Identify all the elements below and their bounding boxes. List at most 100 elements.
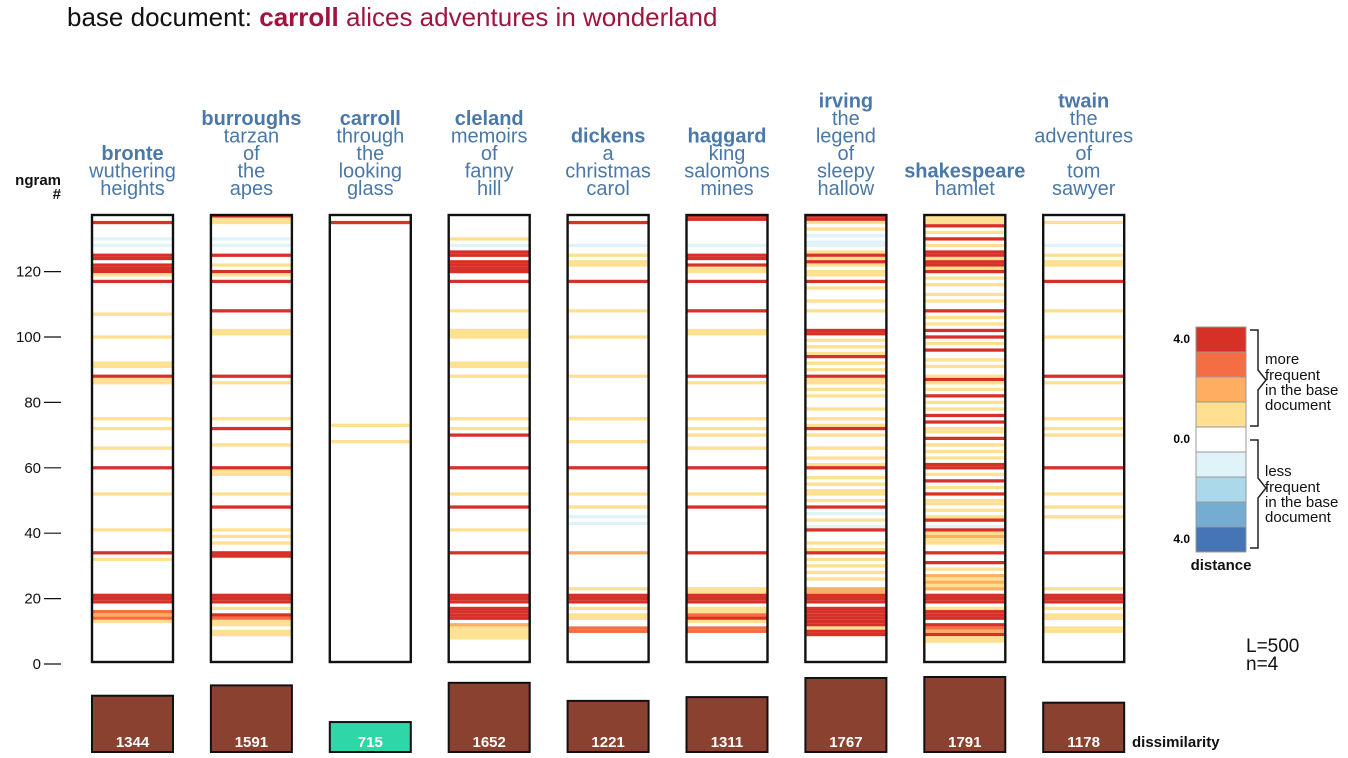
- param-n: n=4: [1246, 654, 1279, 675]
- column-title-line: sawyer: [1052, 178, 1116, 200]
- ngram-cell: [568, 613, 648, 617]
- ngram-cell: [806, 374, 886, 378]
- ngram-cell: [806, 433, 886, 437]
- legend-swatch: [1195, 326, 1247, 353]
- ngram-cell: [806, 227, 886, 231]
- y-tick-label: 100: [16, 329, 41, 346]
- ngram-cell: [687, 587, 767, 591]
- legend-more-text-1: frequent: [1265, 367, 1321, 384]
- ngram-cell: [211, 541, 291, 545]
- ngram-cell: [1044, 515, 1124, 519]
- ngram-cell: [449, 596, 529, 601]
- ngram-cell: [687, 616, 767, 620]
- column-title-line: adventures: [1034, 126, 1133, 148]
- column-title-line: tom: [1067, 161, 1100, 183]
- ngram-cell: [211, 443, 291, 447]
- ngram-cell: [925, 583, 1005, 588]
- ngram-cell: [211, 374, 291, 378]
- column-frame: [685, 213, 769, 664]
- ngram-cell: [806, 286, 886, 290]
- ngram-cell: [687, 626, 767, 630]
- ngram-cell: [925, 220, 1005, 225]
- column-author: carroll: [340, 108, 401, 130]
- ngram-cell: [925, 518, 1005, 522]
- ngram-cell: [925, 263, 1005, 267]
- ngram-cell: [93, 220, 172, 225]
- column-title-line: legend: [816, 126, 876, 148]
- legend-less-text-2: in the base: [1265, 494, 1338, 511]
- ngram-cell: [449, 364, 529, 369]
- ngram-cell: [687, 551, 767, 555]
- ngram-cell: [806, 462, 886, 467]
- ngram-cell: [211, 263, 291, 267]
- legend-swatch: [1195, 351, 1247, 378]
- column-frame: [447, 213, 531, 664]
- ngram-cell: [449, 610, 529, 614]
- ngram-cell: [806, 606, 886, 611]
- column-title-line: fanny: [465, 161, 514, 183]
- column-title-line: hallow: [818, 178, 875, 200]
- dissimilarity-bar: [209, 684, 293, 753]
- ngram-cell: [568, 492, 648, 496]
- ngram-cell: [687, 505, 767, 509]
- ngram-cell: [568, 505, 648, 509]
- ngram-cell: [211, 220, 291, 225]
- ngram-cell: [211, 505, 291, 509]
- legend-title: distance: [1191, 557, 1252, 574]
- ngram-cell: [449, 616, 529, 620]
- ngram-cell: [687, 217, 767, 221]
- column-title-line: christmas: [565, 161, 651, 183]
- ngram-cell: [806, 253, 886, 257]
- y-axis-label-hash: #: [53, 186, 62, 203]
- ngram-cell: [93, 426, 172, 431]
- dissimilarity-value: 1767: [829, 734, 862, 751]
- column-author: bronte: [101, 143, 163, 165]
- ngram-cell: [925, 243, 1005, 248]
- ngram-cell: [568, 593, 648, 597]
- ngram-cell: [925, 462, 1005, 467]
- ngram-cell: [93, 557, 172, 561]
- ngram-cell: [806, 489, 886, 493]
- param-L: L=500: [1246, 636, 1299, 657]
- column-author: dickens: [571, 126, 645, 148]
- column-title-line: of: [1075, 143, 1092, 165]
- ngram-cell: [449, 528, 529, 532]
- ngram-cell: [1044, 613, 1124, 617]
- ngram-cell: [806, 590, 886, 594]
- ngram-cell: [925, 358, 1005, 362]
- legend-swatch: [1195, 526, 1247, 553]
- ngram-cell: [568, 629, 648, 633]
- ngram-cell: [449, 237, 529, 241]
- dissimilarity-bar: [566, 699, 650, 753]
- ngram-cell: [806, 610, 886, 614]
- ngram-cell: [925, 341, 1005, 346]
- ngram-cell: [925, 413, 1005, 418]
- ngram-cell: [925, 315, 1005, 320]
- dissimilarity-bar: [804, 677, 888, 753]
- y-tick-label: 80: [24, 394, 41, 411]
- chart-title: base document: carroll alices adventures…: [67, 2, 717, 32]
- ngram-cell: [211, 466, 291, 470]
- ngram-cell: [211, 596, 291, 601]
- ngram-cell: [568, 600, 648, 604]
- ngram-cell: [925, 420, 1005, 424]
- y-tick-label: 60: [24, 460, 41, 477]
- ngram-cell: [925, 364, 1005, 369]
- ngram-cell: [687, 243, 767, 248]
- ngram-cell: [93, 619, 172, 624]
- ngram-cell: [687, 256, 767, 261]
- ngram-cell: [806, 593, 886, 597]
- ngram-cell: [806, 417, 886, 421]
- ngram-cell: [449, 253, 529, 257]
- ngram-cell: [806, 351, 886, 355]
- ngram-cell: [806, 233, 886, 238]
- ngram-cell: [449, 266, 529, 270]
- ngram-cell: [93, 492, 172, 496]
- ngram-cell: [925, 374, 1005, 378]
- column-title-line: memoirs: [451, 126, 528, 148]
- ngram-cell: [925, 472, 1005, 476]
- ngram-cell: [211, 629, 291, 633]
- column-frame: [90, 213, 175, 664]
